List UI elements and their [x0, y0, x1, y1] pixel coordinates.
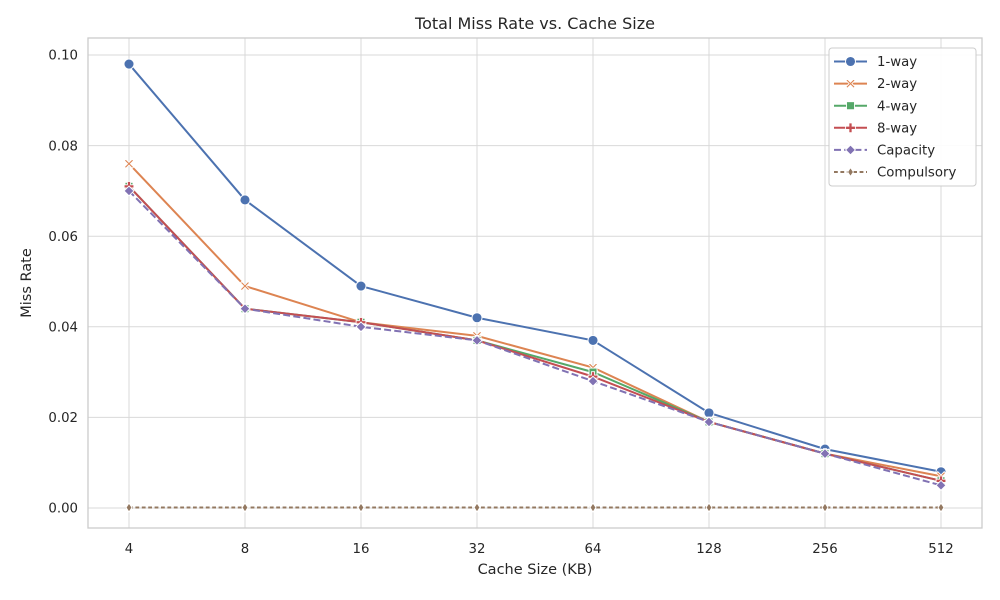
legend-entry-2-way: 2-way [834, 77, 917, 92]
axes-spines [87, 37, 983, 529]
series-capacity [123, 185, 947, 491]
legend-entry-compulsory: Compulsory [834, 166, 956, 181]
legend-label: 4-way [877, 99, 917, 114]
legend-box [828, 47, 977, 187]
tick-labels: 4 8 16 32 64 128 256 512 0.00 0.02 0.04 0.06 0.08 0.1… [48, 49, 953, 557]
y-axis-label: Miss Rate [19, 248, 35, 318]
y-tick-label: 0.04 [48, 321, 78, 336]
x-axis-label: Cache Size (KB) [477, 562, 593, 578]
x-tick-label: 16 [353, 542, 370, 557]
series-4-way [124, 181, 946, 486]
y-tick-label: 0.08 [48, 139, 78, 154]
legend-label: 8-way [877, 121, 917, 136]
series-8-way [123, 181, 947, 487]
y-tick-label: 0.06 [48, 230, 78, 245]
legend: 1-way 2-way 4-way 8-way Capacity Compulsory [828, 47, 977, 187]
x-tick-label: 64 [585, 542, 602, 557]
x-tick-label: 4 [125, 542, 133, 557]
legend-label: 1-way [877, 55, 917, 70]
legend-entry-capacity: Capacity [834, 144, 935, 159]
legend-entry-1-way: 1-way [834, 55, 917, 70]
x-tick-label: 8 [241, 542, 249, 557]
y-tick-label: 0.00 [48, 502, 78, 517]
y-tick-label: 0.02 [48, 411, 78, 426]
legend-entry-4-way: 4-way [834, 99, 917, 114]
x-tick-label: 32 [469, 542, 486, 557]
legend-label: Compulsory [877, 166, 956, 181]
series-compulsory [125, 502, 945, 513]
legend-label: Capacity [877, 144, 935, 159]
x-tick-label: 128 [696, 542, 721, 557]
legend-label: 2-way [877, 77, 917, 92]
series-1-way [123, 58, 947, 478]
y-tick-label: 0.10 [48, 49, 78, 64]
legend-entry-8-way: 8-way [834, 121, 917, 136]
chart-title: Total Miss Rate vs. Cache Size [415, 14, 655, 33]
x-tick-label: 256 [812, 542, 837, 557]
series-2-way [123, 158, 947, 482]
x-tick-label: 512 [928, 542, 953, 557]
